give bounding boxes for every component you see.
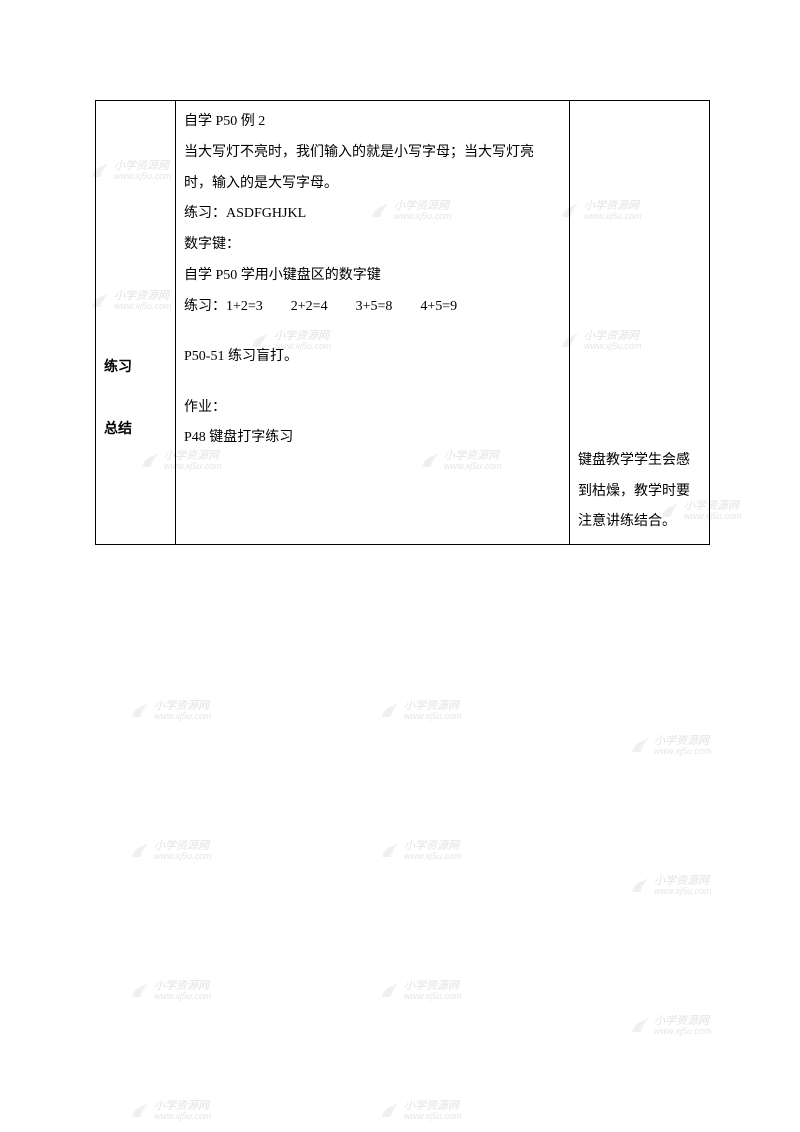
note-blank	[578, 415, 701, 446]
content-lines: 自学 P50 例 2 当大写灯不亮时，我们输入的就是小写字母；当大写灯亮时，输入…	[184, 107, 561, 454]
watermark-wing-icon	[380, 840, 402, 862]
watermark-stamp: 小学资源网www.xj5u.com	[130, 1100, 212, 1122]
watermark-stamp: 小学资源网www.xj5u.com	[380, 840, 462, 862]
label-blank-4	[104, 199, 167, 230]
watermark-text: 小学资源网www.xj5u.com	[404, 841, 462, 861]
watermark-stamp: 小学资源网www.xj5u.com	[380, 980, 462, 1002]
note-blank	[578, 199, 701, 230]
note-blank	[578, 107, 701, 138]
content-line: 练习：ASDFGHJKL	[184, 199, 561, 230]
table-row: 练习 总结 自学 P50 例 2 当大写灯不亮时，我们输入的就是小写字母；当大写…	[96, 101, 710, 545]
label-blank-1	[104, 107, 167, 138]
watermark-stamp: 小学资源网www.xj5u.com	[380, 1100, 462, 1122]
watermark-wing-icon	[630, 735, 652, 757]
label-summary: 总结	[104, 415, 167, 446]
watermark-stamp: 小学资源网www.xj5u.com	[130, 980, 212, 1002]
note-blank	[578, 323, 701, 354]
watermark-stamp: 小学资源网www.xj5u.com	[630, 875, 712, 897]
watermark-wing-icon	[630, 1015, 652, 1037]
content-line: P50-51 练习盲打。	[184, 342, 561, 373]
label-blank-2	[104, 138, 167, 169]
note-blank	[578, 292, 701, 323]
content-line: 自学 P50 例 2	[184, 107, 561, 138]
label-practice: 练习	[104, 353, 167, 384]
watermark-text: 小学资源网www.xj5u.com	[154, 701, 212, 721]
label-blank-9	[104, 384, 167, 415]
watermark-wing-icon	[130, 840, 152, 862]
watermark-stamp: 小学资源网www.xj5u.com	[130, 700, 212, 722]
note-blank	[578, 384, 701, 415]
note-blank	[578, 261, 701, 292]
watermark-stamp: 小学资源网www.xj5u.com	[630, 735, 712, 757]
watermark-text: 小学资源网www.xj5u.com	[654, 876, 712, 896]
note-cell: 键盘教学学生会感到枯燥，教学时要注意讲练结合。	[570, 101, 710, 545]
watermark-stamp: 小学资源网www.xj5u.com	[130, 840, 212, 862]
content-cell: 自学 P50 例 2 当大写灯不亮时，我们输入的就是小写字母；当大写灯亮时，输入…	[176, 101, 570, 545]
note-blank	[578, 138, 701, 169]
row-labels: 练习 总结	[104, 107, 167, 446]
row-labels-cell: 练习 总结	[96, 101, 176, 545]
watermark-wing-icon	[380, 1100, 402, 1122]
watermark-wing-icon	[380, 700, 402, 722]
watermark-wing-icon	[130, 1100, 152, 1122]
watermark-wing-icon	[130, 980, 152, 1002]
label-blank-6	[104, 261, 167, 292]
content-blank	[184, 323, 561, 343]
note-lines: 键盘教学学生会感到枯燥，教学时要注意讲练结合。	[578, 107, 701, 538]
watermark-text: 小学资源网www.xj5u.com	[404, 701, 462, 721]
content-blank	[184, 373, 561, 393]
watermark-text: 小学资源网www.xj5u.com	[154, 1101, 212, 1121]
lesson-table: 练习 总结 自学 P50 例 2 当大写灯不亮时，我们输入的就是小写字母；当大写…	[95, 100, 710, 545]
note-blank	[578, 169, 701, 200]
content-line: 作业：	[184, 393, 561, 424]
content-line: 数字键：	[184, 230, 561, 261]
watermark-text: 小学资源网www.xj5u.com	[404, 981, 462, 1001]
content-line: P48 键盘打字练习	[184, 423, 561, 454]
watermark-wing-icon	[630, 875, 652, 897]
watermark-text: 小学资源网www.xj5u.com	[404, 1101, 462, 1121]
watermark-stamp: 小学资源网www.xj5u.com	[380, 700, 462, 722]
watermark-wing-icon	[130, 700, 152, 722]
label-blank-3	[104, 169, 167, 200]
content-line: 自学 P50 学用小键盘区的数字键	[184, 261, 561, 292]
page-content: 练习 总结 自学 P50 例 2 当大写灯不亮时，我们输入的就是小写字母；当大写…	[0, 0, 800, 545]
label-blank-7	[104, 292, 167, 323]
watermark-text: 小学资源网www.xj5u.com	[154, 981, 212, 1001]
watermark-text: 小学资源网www.xj5u.com	[654, 1016, 712, 1036]
watermark-text: 小学资源网www.xj5u.com	[654, 736, 712, 756]
content-line: 练习：1+2=3 2+2=4 3+5=8 4+5=9	[184, 292, 561, 323]
note-blank	[578, 230, 701, 261]
label-blank-8	[104, 323, 167, 354]
content-line: 当大写灯不亮时，我们输入的就是小写字母；当大写灯亮时，输入的是大写字母。	[184, 138, 561, 200]
watermark-stamp: 小学资源网www.xj5u.com	[630, 1015, 712, 1037]
watermark-wing-icon	[380, 980, 402, 1002]
note-blank	[578, 353, 701, 384]
note-line: 键盘教学学生会感到枯燥，教学时要注意讲练结合。	[578, 446, 701, 538]
label-blank-5	[104, 230, 167, 261]
watermark-text: 小学资源网www.xj5u.com	[154, 841, 212, 861]
